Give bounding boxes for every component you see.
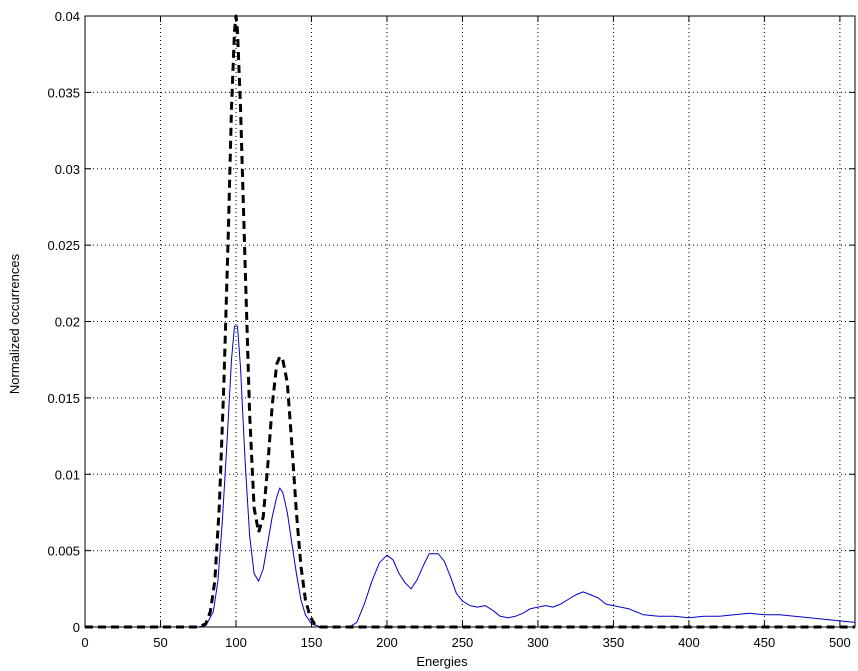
x-tick-label: 100: [225, 635, 247, 650]
tick-marks: [84, 15, 855, 628]
y-axis-title: Normalized occurrences: [7, 253, 22, 394]
x-tick-label: 150: [301, 635, 323, 650]
grid-lines: [85, 16, 855, 627]
y-tick-labels: 0 0.005 0.01 0.015 0.02 0.025 0.03 0.035 0.04: [47, 9, 80, 635]
y-tick-label: 0.01: [55, 467, 80, 482]
x-axis-title: Energies: [416, 654, 468, 669]
dashed-series-line: [85, 14, 855, 629]
x-tick-label: 350: [603, 635, 625, 650]
y-tick-label: 0.04: [55, 9, 80, 24]
x-tick-label: 500: [829, 635, 851, 650]
x-tick-label: 300: [527, 635, 549, 650]
x-tick-labels: 0 50 100 150 200 250 300 350 400 450 500: [81, 635, 850, 650]
y-tick-label: 0.035: [47, 85, 80, 100]
x-tick-label: 0: [81, 635, 88, 650]
x-tick-label: 400: [678, 635, 700, 650]
y-tick-label: 0: [73, 620, 80, 635]
x-tick-label: 50: [153, 635, 167, 650]
x-tick-label: 200: [376, 635, 398, 650]
y-tick-label: 0.03: [55, 162, 80, 177]
x-tick-label: 250: [452, 635, 474, 650]
y-tick-label: 0.015: [47, 391, 80, 406]
x-tick-label: 450: [754, 635, 776, 650]
y-tick-label: 0.02: [55, 315, 80, 330]
y-tick-label: 0.005: [47, 544, 80, 559]
solid-series-line: [85, 325, 856, 628]
y-tick-label: 0.025: [47, 238, 80, 253]
series-layer: [85, 14, 856, 629]
